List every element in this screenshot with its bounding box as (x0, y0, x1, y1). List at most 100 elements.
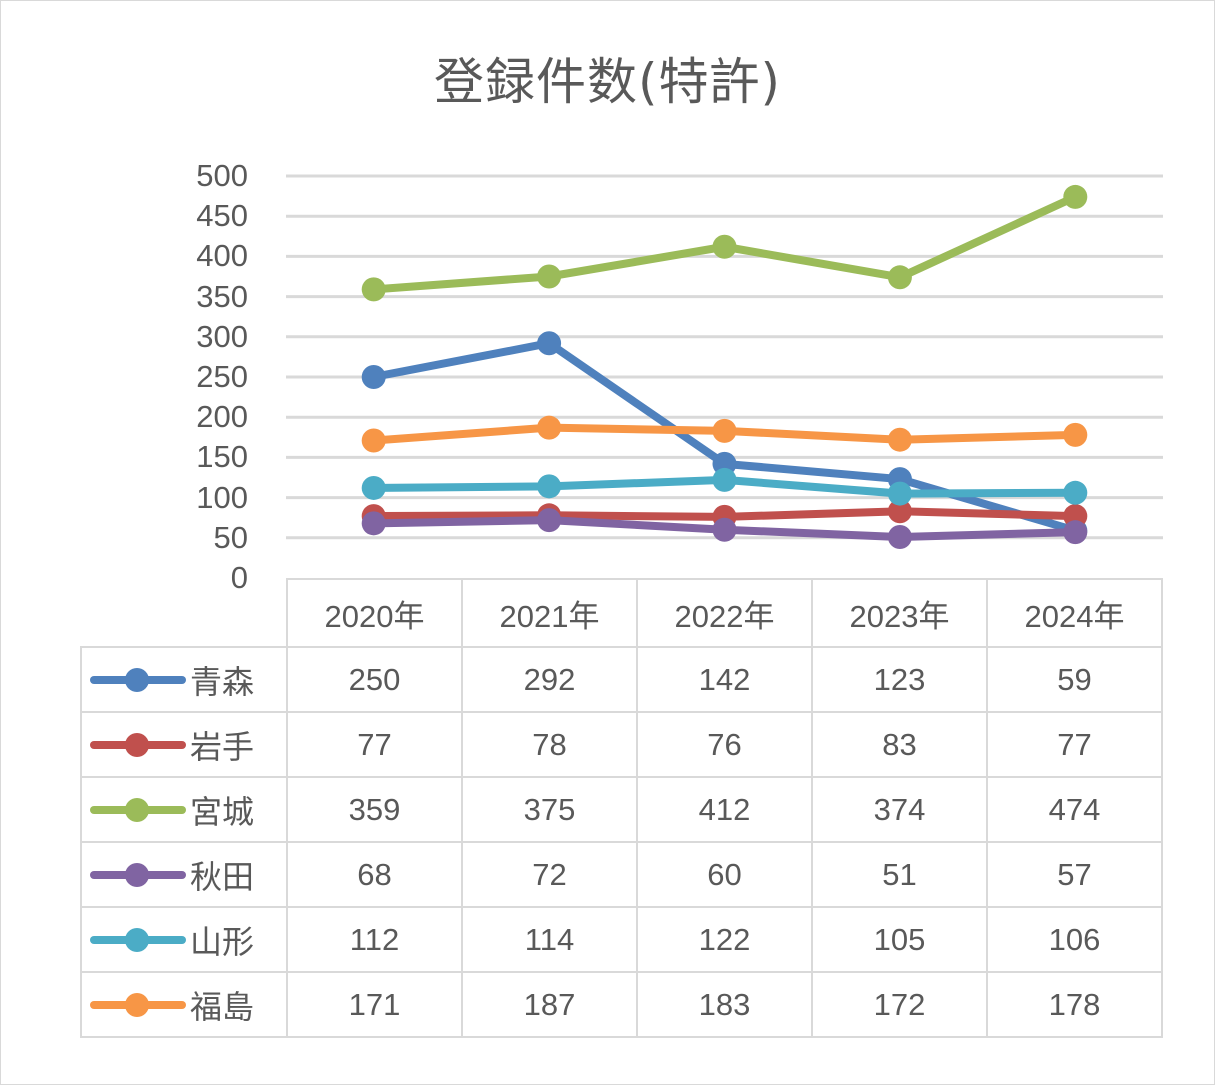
table-row: 宮城 359 375 412 374 474 (80, 776, 1163, 843)
series-name: 岩手 (190, 727, 255, 766)
y-tick-label: 500 (196, 158, 248, 193)
series-label-cell: 山形 (80, 906, 288, 973)
table-cell: 122 (636, 906, 813, 973)
table-cell: 72 (461, 841, 638, 908)
table-cell: 57 (986, 841, 1163, 908)
table-cell: 77 (986, 711, 1163, 778)
table-cell: 76 (636, 711, 813, 778)
table-cell: 187 (461, 971, 638, 1038)
table-cell: 123 (811, 646, 988, 713)
series-label-cell: 秋田 (80, 841, 288, 908)
data-point-marker (361, 511, 386, 536)
table-cell: 375 (461, 776, 638, 843)
table-cell: 59 (986, 646, 1163, 713)
legend-marker-icon (90, 667, 186, 692)
data-point-marker (712, 467, 737, 492)
series-line (361, 508, 1088, 549)
data-point-marker (887, 427, 912, 452)
data-point-marker (537, 264, 562, 289)
data-point-marker (361, 277, 386, 302)
data-point-marker (537, 474, 562, 499)
table-cell: 292 (461, 646, 638, 713)
series-label-cell: 福島 (80, 971, 288, 1038)
data-point-marker (361, 428, 386, 453)
y-tick-label: 300 (196, 319, 248, 354)
table-row: 山形 112 114 122 105 106 (80, 906, 1163, 973)
legend-marker-icon (90, 732, 186, 757)
series-name: 宮城 (190, 792, 255, 831)
table-cell: 83 (811, 711, 988, 778)
data-point-marker (361, 475, 386, 500)
data-point-marker (361, 365, 386, 389)
series-line (361, 184, 1088, 302)
table-cell: 178 (986, 971, 1163, 1038)
table-header-row: 2020年 2021年 2022年 2023年 2024年 (81, 578, 1163, 648)
column-header: 2020年 (286, 578, 463, 648)
table-cell: 60 (636, 841, 813, 908)
data-point-marker (887, 499, 912, 524)
data-table: 2020年 2021年 2022年 2023年 2024年 青森 250 292… (80, 578, 1163, 1038)
y-tick-label: 150 (196, 439, 248, 474)
series-name: 青森 (190, 662, 255, 701)
series-line (361, 467, 1088, 506)
data-point-marker (887, 524, 912, 549)
series-lines (361, 184, 1088, 549)
table-row: 岩手 77 78 76 83 77 (80, 711, 1163, 778)
table-cell: 68 (286, 841, 463, 908)
data-point-marker (712, 234, 737, 259)
series-name: 山形 (190, 922, 255, 961)
table-cell: 114 (461, 906, 638, 973)
table-cell: 77 (286, 711, 463, 778)
table-corner (81, 579, 288, 648)
y-tick-label: 400 (196, 238, 248, 273)
table-cell: 374 (811, 776, 988, 843)
chart-title: 登録件数(特許) (433, 53, 781, 111)
table-cell: 112 (286, 906, 463, 973)
table-cell: 474 (986, 776, 1163, 843)
table-cell: 171 (286, 971, 463, 1038)
data-point-marker (887, 265, 912, 290)
y-tick-label: 250 (196, 359, 248, 394)
legend-marker-icon (90, 797, 186, 822)
y-tick-label: 350 (196, 279, 248, 314)
column-header: 2022年 (636, 578, 813, 648)
data-point-marker (1063, 480, 1088, 505)
table-cell: 183 (636, 971, 813, 1038)
column-header: 2023年 (811, 578, 988, 648)
table-cell: 78 (461, 711, 638, 778)
table-cell: 106 (986, 906, 1163, 973)
column-header: 2021年 (461, 578, 638, 648)
table-row: 青森 250 292 142 123 59 (80, 646, 1163, 713)
table-row: 福島 171 187 183 172 178 (80, 971, 1163, 1038)
series-label-cell: 青森 (80, 646, 288, 713)
series-line (361, 415, 1088, 453)
table-cell: 359 (286, 776, 463, 843)
data-point-marker (537, 508, 562, 533)
series-name: 福島 (190, 987, 255, 1026)
data-point-marker (537, 415, 562, 440)
series-label-cell: 岩手 (80, 711, 288, 778)
table-cell: 172 (811, 971, 988, 1038)
legend-marker-icon (90, 992, 186, 1017)
table-cell: 142 (636, 646, 813, 713)
table-cell: 412 (636, 776, 813, 843)
data-point-marker (887, 481, 912, 506)
data-point-marker (1063, 520, 1088, 545)
table-cell: 51 (811, 841, 988, 908)
data-point-marker (1063, 422, 1088, 447)
legend-marker-icon (90, 862, 186, 887)
y-tick-label: 200 (196, 399, 248, 434)
table-cell: 250 (286, 646, 463, 713)
table-row: 秋田 68 72 60 51 57 (80, 841, 1163, 908)
series-name: 秋田 (190, 857, 255, 896)
column-header: 2024年 (986, 578, 1163, 648)
data-point-marker (1063, 184, 1088, 209)
data-point-marker (712, 418, 737, 443)
data-point-marker (537, 331, 562, 356)
table-cell: 105 (811, 906, 988, 973)
series-label-cell: 宮城 (80, 776, 288, 843)
y-tick-label: 100 (196, 480, 248, 515)
legend-marker-icon (90, 927, 186, 952)
y-tick-label: 450 (196, 198, 248, 233)
